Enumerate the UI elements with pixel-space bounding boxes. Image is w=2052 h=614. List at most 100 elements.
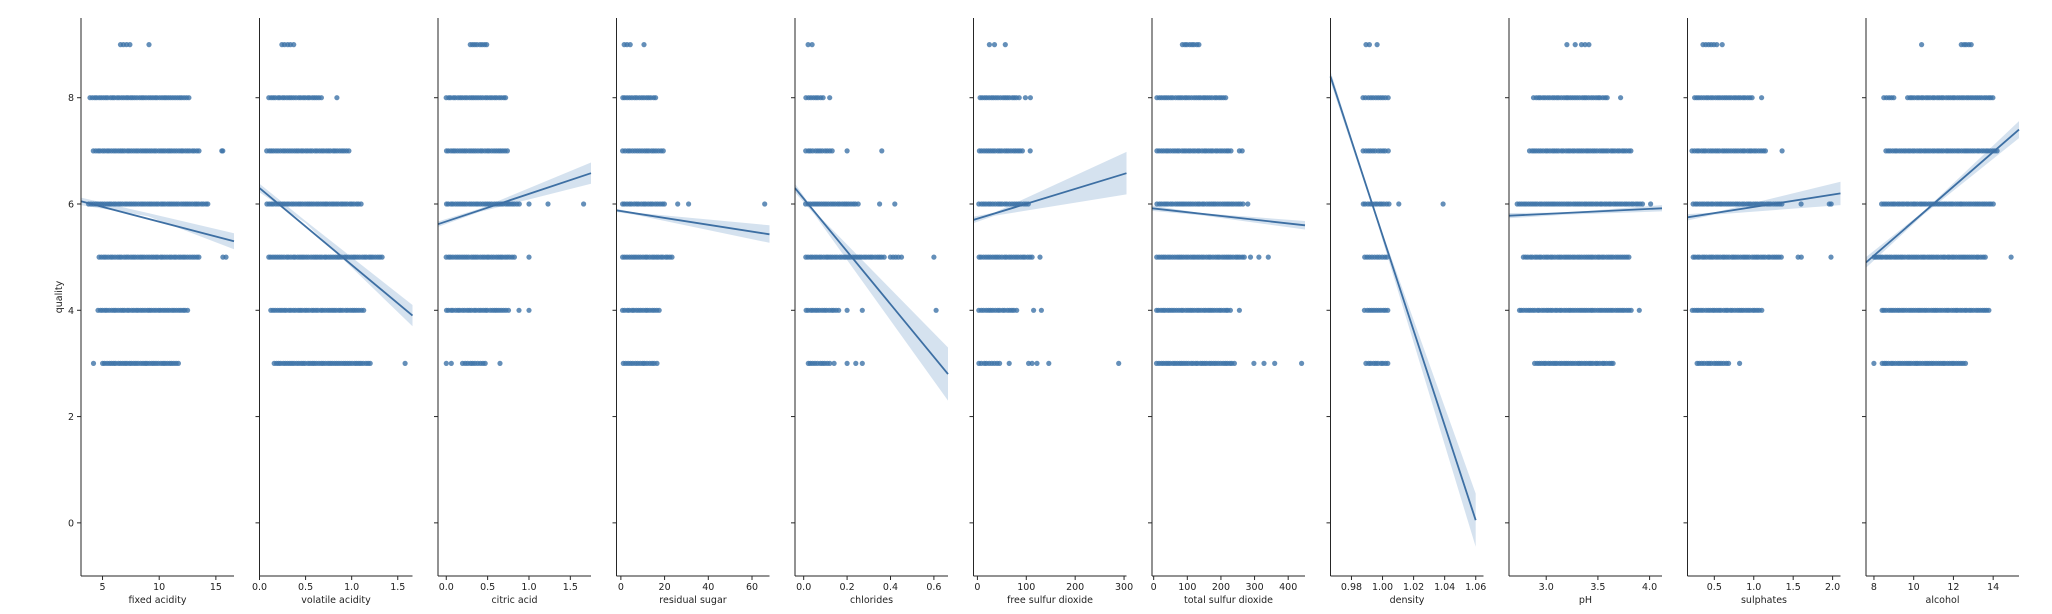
x-tick-label: 1.04 [1434,582,1455,593]
data-point [1779,148,1785,154]
data-point [1022,95,1028,101]
x-tick-label: 15 [210,582,222,593]
data-point [1231,360,1237,366]
x-tick-label: 12 [1947,582,1959,593]
data-point [516,307,522,313]
x-tick-label: 10 [1908,582,1920,593]
data-point [1029,360,1035,366]
data-point [654,360,660,366]
data-point [402,360,408,366]
data-point [762,201,768,207]
x-tick-label: 200 [1212,582,1230,593]
x-tick-label: 0.2 [840,582,855,593]
x-tick-label: 1.06 [1465,582,1486,593]
x-tick-label: 40 [702,582,714,593]
data-point [827,95,833,101]
data-point [1798,201,1804,207]
data-point [1719,42,1725,48]
regression-line [258,187,414,317]
data-point [1714,42,1720,48]
x-tick-label: 1.5 [563,582,578,593]
data-point [1239,148,1245,154]
x-tick-label: 0.6 [926,582,941,593]
y-tick-label: 6 [68,200,74,211]
data-point [526,201,532,207]
data-point [291,42,297,48]
data-point [1261,360,1267,366]
x-tick-label: 3.0 [1539,582,1554,593]
data-point [1272,360,1278,366]
confidence-band [616,208,770,243]
data-point [1385,360,1391,366]
x-axis-label: residual sugar [659,595,726,606]
x-tick-label: 0.5 [480,582,495,593]
data-point [1828,254,1834,260]
x-axis-label: density [1390,595,1425,606]
data-point [1990,95,1996,101]
data-point [196,254,202,260]
data-point [1626,254,1632,260]
data-point [1034,360,1040,366]
data-point [1385,148,1391,154]
data-point [1265,254,1271,260]
data-point [1227,307,1233,313]
data-point [820,95,826,101]
data-point [809,42,815,48]
panel-pH: 3.0 3.5 4.0 pH [1505,18,1663,606]
regression-line [1151,207,1306,227]
x-axis-label: total sulfur dioxide [1184,595,1273,606]
y-tick-label: 0 [68,518,74,529]
data-point [1016,95,1022,101]
x-tick-label: 0.0 [252,582,267,593]
regression-line [616,209,770,236]
regression-line [1329,76,1477,521]
data-point [443,360,449,366]
data-point [1256,254,1262,260]
x-tick-label: 0.5 [298,582,313,593]
data-point [1871,360,1877,366]
data-point [127,42,133,48]
x-axis-label: alcohol [1926,595,1960,606]
data-point [675,201,681,207]
data-point [1116,360,1122,366]
data-point [627,42,633,48]
data-point [933,307,939,313]
data-point [1240,201,1246,207]
x-tick-label: 400 [1279,582,1297,593]
data-point [1299,360,1305,366]
data-point [1245,201,1251,207]
x-tick-label: 14 [1987,582,1999,593]
x-tick-label: 300 [1115,582,1133,593]
data-point [186,95,192,101]
data-point [1241,254,1247,260]
data-point [1578,42,1585,48]
regression-line [437,172,592,226]
data-point [1019,148,1025,154]
data-point [220,148,226,154]
data-point [931,254,937,260]
data-point [505,307,512,313]
regression-line [80,200,235,243]
data-point [1374,42,1380,48]
panel-citric-acid: 0.0 0.5 1.0 1.5 citric acid [434,18,592,606]
x-tick-label: 2.0 [1825,582,1840,593]
data-point [1228,148,1234,154]
data-point [526,307,532,313]
data-point [1762,148,1768,154]
data-point [853,360,859,366]
data-point [1037,254,1043,260]
data-point [859,360,865,366]
x-tick-label: 1.5 [1786,582,1801,593]
data-point [1919,42,1925,48]
data-point [898,254,905,260]
panel-chlorides: 0.0 0.2 0.4 0.6 chlorides [791,18,949,606]
panel-free-sulfur-dioxide: 0 100 200 300 free sulfur dioxide [969,18,1133,606]
data-point [367,360,373,366]
data-point [1586,42,1592,48]
data-point [448,360,454,366]
data-point [1648,201,1654,207]
x-axis-label: chlorides [850,595,893,606]
data-point [1029,254,1035,260]
data-point [185,307,191,313]
data-point [1002,42,1008,48]
